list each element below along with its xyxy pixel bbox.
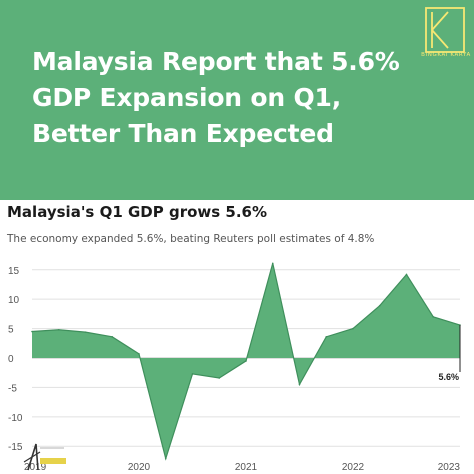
data-point	[298, 383, 301, 386]
chart-title: Malaysia's Q1 GDP grows 5.6%	[7, 203, 268, 221]
data-point	[191, 373, 194, 375]
brand-name: BINGKAI KARYA	[421, 52, 471, 58]
data-point	[405, 273, 408, 276]
y-tick-label: 5	[8, 325, 14, 336]
data-point	[352, 327, 354, 330]
area-series	[31, 262, 461, 461]
watermark-logo-icon	[23, 443, 66, 471]
y-tick-label: -5	[8, 383, 17, 394]
y-tick-label: 15	[8, 266, 20, 277]
x-tick-label: 2019	[24, 462, 47, 473]
data-point	[84, 331, 87, 333]
y-tick-label: -10	[8, 413, 23, 424]
data-point	[218, 377, 221, 379]
data-point	[378, 304, 381, 307]
data-point	[31, 330, 33, 333]
annotation-label: 5.6%	[438, 372, 459, 382]
data-point	[245, 360, 247, 362]
data-point	[111, 336, 114, 338]
headline: Malaysia Report that 5.6% GDP Expansion …	[32, 47, 400, 148]
data-point	[164, 457, 167, 460]
data-point	[325, 336, 328, 338]
data-point	[271, 262, 274, 265]
brand-logo-icon	[425, 7, 465, 53]
x-tick-label: 2021	[235, 462, 258, 473]
x-tick-label: 2022	[342, 462, 365, 473]
headline-banner	[0, 0, 474, 200]
data-point	[138, 353, 140, 355]
x-tick-label: 2020	[128, 462, 151, 473]
chart-subtitle: The economy expanded 5.6%, beating Reute…	[7, 233, 375, 245]
y-tick-label: 10	[8, 295, 20, 306]
y-tick-label: -15	[8, 442, 23, 453]
data-point	[432, 316, 435, 318]
data-point	[57, 328, 60, 331]
y-tick-label: 0	[8, 354, 14, 365]
x-tick-label: 2023	[438, 462, 461, 473]
annotation: 5.6%	[438, 325, 461, 382]
